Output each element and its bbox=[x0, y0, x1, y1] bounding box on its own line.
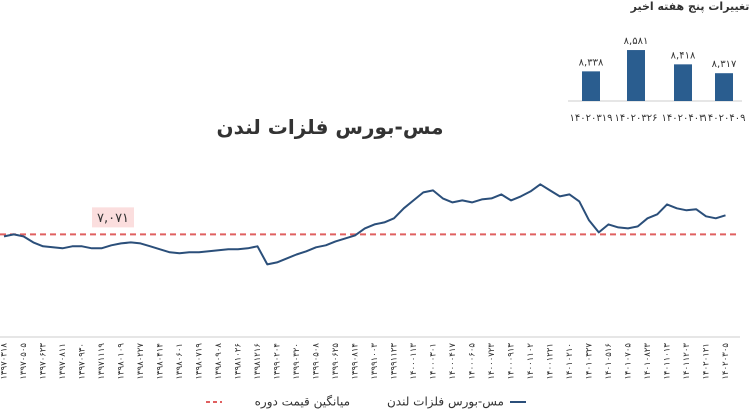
inset-title: تغییرات پنج هفته اخیر bbox=[630, 0, 750, 13]
x-tick-label: ۱۴۰۰۰۴۱۷ bbox=[448, 343, 458, 380]
x-tick-label: ۱۳۹۷۰۵۰۵ bbox=[19, 343, 29, 380]
x-tick-label: ۱۳۹۹۰۲۰۴ bbox=[273, 343, 283, 380]
x-tick-label: ۱۴۰۲۰۱۲۱ bbox=[702, 343, 712, 380]
x-tick-label: ۱۳۹۷۰۶۲۳ bbox=[39, 343, 49, 380]
x-tick-label: ۱۴۰۱۱۰۱۳ bbox=[663, 343, 673, 380]
x-tick-label: ۱۴۰۰۰۳۰۱ bbox=[429, 343, 439, 380]
x-tick-label: ۱۳۹۸۰۴۱۴ bbox=[156, 343, 166, 380]
bar bbox=[582, 71, 600, 101]
average-label: ۷,۰۷۱ bbox=[97, 211, 129, 226]
x-tick-label: ۱۳۹۷۰۸۱۱ bbox=[58, 343, 68, 380]
x-tick-label: ۱۴۰۱۰۲۱۰ bbox=[565, 343, 575, 380]
x-tick-label: ۱۳۹۹۰۸۱۴ bbox=[351, 343, 361, 380]
bar bbox=[715, 73, 733, 101]
x-tick-label: ۱۳۹۸۱۲۱۶ bbox=[253, 343, 263, 380]
x-tick-label: ۱۳۹۷۰۹۳۰ bbox=[78, 343, 88, 380]
x-tick-label: ۱۴۰۰۱۲۲۱ bbox=[546, 343, 556, 380]
x-tick-label: ۱۴۰۲۰۴۰۳ bbox=[662, 113, 706, 124]
x-tick-label: ۱۴۰۱۰۵۱۶ bbox=[604, 343, 614, 380]
x-tick-label: ۱۳۹۹۰۳۲۰ bbox=[292, 343, 302, 380]
average-label-box bbox=[92, 207, 134, 228]
x-tick-label: ۱۴۰۱۰۳۲۷ bbox=[585, 343, 595, 380]
x-tick-label: ۱۳۹۸۰۲۲۷ bbox=[136, 343, 146, 380]
bar bbox=[674, 64, 692, 101]
x-tick-label: ۱۴۰۲۰۳۰۵ bbox=[721, 343, 731, 380]
x-tick-label: ۱۴۰۱۰۷۰۵ bbox=[624, 343, 634, 380]
chart-title: مس-بورس فلزات لندن bbox=[217, 115, 444, 139]
x-tick-label: ۱۴۰۱۰۸۲۳ bbox=[643, 343, 653, 380]
bar-value-label: ۸,۴۱۸ bbox=[671, 50, 696, 61]
x-tick-label: ۱۴۰۲۰۴۰۹ bbox=[703, 113, 746, 124]
x-tick-label: ۱۳۹۸۰۹۰۸ bbox=[214, 343, 224, 380]
bar-value-label: ۸,۳۱۷ bbox=[712, 59, 737, 70]
legend-label: مس-بورس فلزات لندن bbox=[387, 395, 504, 410]
x-tick-label: ۱۳۹۸۱۰۲۶ bbox=[234, 343, 244, 380]
x-tick-label: ۱۴۰۰۰۹۱۳ bbox=[507, 343, 517, 380]
x-tick-label: ۱۴۰۰۰۷۲۳ bbox=[487, 343, 497, 380]
x-tick-label: ۱۴۰۰۱۱۰۲ bbox=[526, 343, 536, 380]
x-tick-label: ۱۳۹۷۱۱۱۹ bbox=[97, 343, 107, 380]
bar-value-label: ۸,۵۸۱ bbox=[624, 36, 649, 47]
x-tick-label: ۱۴۰۰۰۱۱۳ bbox=[409, 343, 419, 380]
x-tick-label: ۱۳۹۹۰۶۲۵ bbox=[331, 343, 341, 380]
x-tick-label: ۱۴۰۲۰۳۱۹ bbox=[570, 113, 613, 124]
series-line bbox=[3, 183, 726, 266]
x-tick-label: ۱۳۹۸۰۱۰۹ bbox=[117, 343, 127, 380]
x-tick-label: ۱۴۰۲۰۳۲۶ bbox=[615, 113, 658, 124]
x-tick-label: ۱۳۹۹۱۰۰۳ bbox=[370, 343, 380, 380]
x-tick-label: ۱۴۰۰۰۶۰۵ bbox=[468, 343, 478, 380]
x-tick-label: ۱۴۰۱۱۲۰۳ bbox=[682, 343, 692, 380]
x-tick-label: ۱۳۹۸۰۶۰۱ bbox=[175, 343, 185, 380]
legend-label: میانگین قیمت دوره bbox=[255, 395, 350, 410]
x-tick-label: ۱۳۹۹۱۱۲۳ bbox=[390, 343, 400, 380]
x-tick-label: ۱۳۹۸۰۷۱۹ bbox=[195, 343, 205, 380]
x-tick-label: ۱۳۹۷۰۳۱۸ bbox=[0, 343, 10, 380]
bar-value-label: ۸,۳۳۸ bbox=[579, 57, 604, 68]
bar bbox=[627, 50, 645, 101]
x-tick-label: ۱۳۹۹۰۵۰۸ bbox=[312, 343, 322, 380]
